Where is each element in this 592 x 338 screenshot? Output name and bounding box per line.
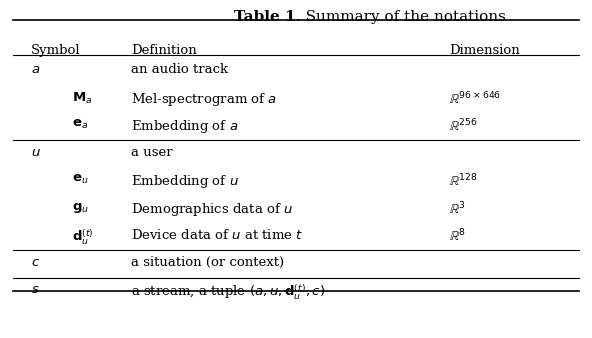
Text: $\mathbf{M}_a$: $\mathbf{M}_a$ xyxy=(72,91,92,106)
Text: Definition: Definition xyxy=(131,44,197,57)
Text: Symbol: Symbol xyxy=(31,44,81,57)
Text: Device data of $u$ at time $t$: Device data of $u$ at time $t$ xyxy=(131,228,304,242)
Text: $\mathbf{d}_u^{(t)}$: $\mathbf{d}_u^{(t)}$ xyxy=(72,228,94,247)
Text: $a$: $a$ xyxy=(31,63,40,76)
Text: a user: a user xyxy=(131,146,173,159)
Text: a situation (or context): a situation (or context) xyxy=(131,256,284,269)
Text: a stream, a tuple $(a, u, \mathbf{d}_u^{(t)}, c)$: a stream, a tuple $(a, u, \mathbf{d}_u^{… xyxy=(131,283,325,303)
Text: $\mathbb{R}^{8}$: $\mathbb{R}^{8}$ xyxy=(449,228,466,245)
Text: Demographics data of $u$: Demographics data of $u$ xyxy=(131,201,293,218)
Text: $s$: $s$ xyxy=(31,283,40,296)
Text: an audio track: an audio track xyxy=(131,63,228,76)
Text: $\mathbb{R}^{128}$: $\mathbb{R}^{128}$ xyxy=(449,173,478,190)
Text: $\mathbb{R}^{3}$: $\mathbb{R}^{3}$ xyxy=(449,201,466,217)
Text: $u$: $u$ xyxy=(31,146,41,159)
Text: $\mathbb{R}^{256}$: $\mathbb{R}^{256}$ xyxy=(449,118,478,135)
Text: . Summary of the notations: . Summary of the notations xyxy=(296,10,506,24)
Text: $\mathbb{R}^{96\times646}$: $\mathbb{R}^{96\times646}$ xyxy=(449,91,501,107)
Text: Embedding of $u$: Embedding of $u$ xyxy=(131,173,239,190)
Text: $\mathbf{e}_a$: $\mathbf{e}_a$ xyxy=(72,118,88,131)
Text: Dimension: Dimension xyxy=(449,44,520,57)
Text: Embedding of $a$: Embedding of $a$ xyxy=(131,118,239,135)
Text: Mel-spectrogram of $a$: Mel-spectrogram of $a$ xyxy=(131,91,277,108)
Text: Table 1: Table 1 xyxy=(234,10,296,24)
Text: $\mathbf{g}_u$: $\mathbf{g}_u$ xyxy=(72,201,89,215)
Text: $c$: $c$ xyxy=(31,256,40,269)
Text: $\mathbf{e}_u$: $\mathbf{e}_u$ xyxy=(72,173,89,186)
